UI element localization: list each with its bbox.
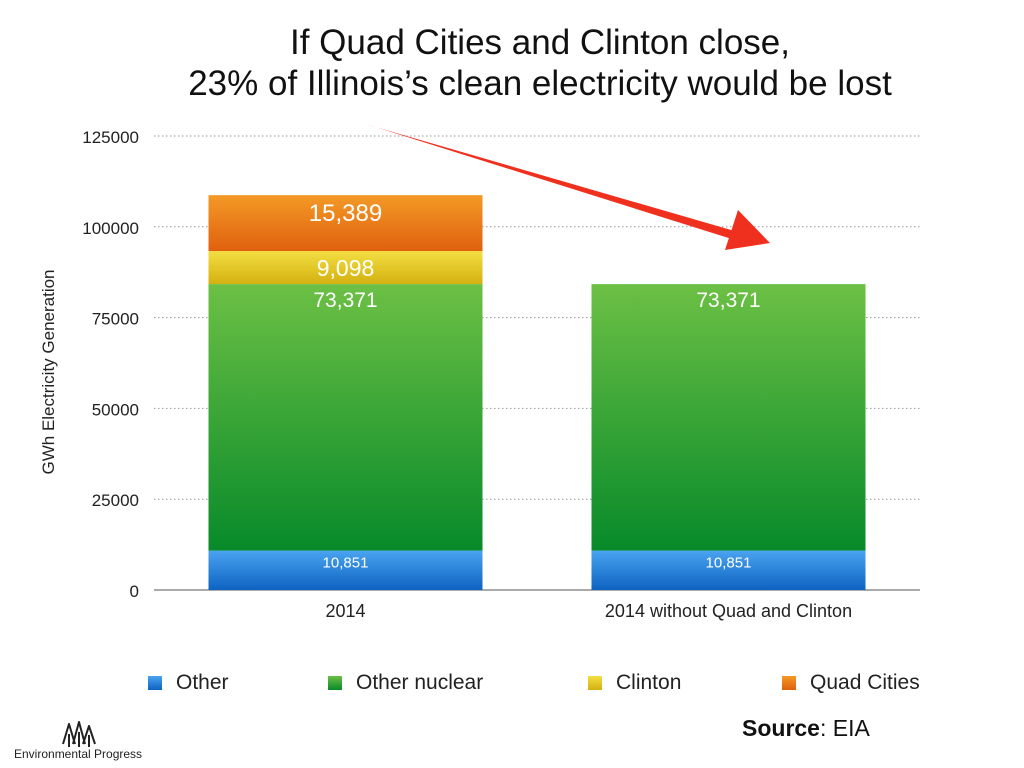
- y-tick-label: 100000: [82, 219, 139, 238]
- legend-item-other-nuclear: Other nuclear: [328, 671, 483, 695]
- x-tick-label: 2014: [325, 601, 365, 621]
- chart-title-line-2: 23% of Illinois’s clean electricity woul…: [188, 64, 892, 103]
- data-label: 9,098: [317, 255, 375, 281]
- tree-logo-icon: [62, 721, 96, 747]
- y-tick-label: 125000: [82, 128, 139, 147]
- bar-segment-other: [591, 550, 866, 590]
- bar-segment-other-nuclear: [208, 284, 483, 551]
- legend-label-other-nuclear: Other nuclear: [356, 671, 484, 694]
- y-axis-label: GWh Electricity Generation: [39, 269, 58, 474]
- y-tick-label: 50000: [92, 400, 139, 419]
- legend-label-quad-cities: Quad Cities: [810, 671, 920, 694]
- logo-text: Environmental Progress: [14, 747, 143, 761]
- legend-label-other: Other: [176, 671, 229, 694]
- legend-item-clinton: Clinton: [588, 671, 681, 695]
- legend-item-other: Other: [148, 671, 229, 695]
- legend-swatch-other: [148, 676, 162, 690]
- data-label: 73,371: [696, 289, 760, 312]
- arrow-head: [725, 210, 770, 250]
- legend-label-clinton: Clinton: [616, 671, 682, 694]
- bar-segment-clinton: [208, 251, 483, 285]
- legend-swatch-clinton: [588, 676, 602, 690]
- y-tick-label: 0: [130, 582, 139, 601]
- legend-item-quad-cities: Quad Cities: [782, 671, 920, 695]
- arrow-shaft: [366, 124, 738, 240]
- bar-segment-other-nuclear: [591, 284, 866, 551]
- bar-segment-other: [208, 550, 483, 590]
- x-tick-label: 2014 without Quad and Clinton: [605, 601, 852, 621]
- legend-swatch-quad-cities: [782, 676, 796, 690]
- data-label: 10,851: [323, 555, 369, 572]
- data-label: 15,389: [309, 200, 382, 227]
- chart-title: If Quad Cities and Clinton close, 23% of…: [0, 22, 1024, 104]
- arrow: [366, 124, 770, 250]
- source-value: : EIA: [819, 715, 870, 741]
- source-label: Source: [742, 715, 820, 741]
- data-label: 10,851: [706, 555, 752, 572]
- logo: Environmental Progress: [14, 720, 154, 765]
- y-tick-label: 25000: [92, 491, 139, 510]
- chart-title-line-1: If Quad Cities and Clinton close,: [290, 23, 790, 62]
- source-note: Source: EIA: [742, 715, 870, 742]
- y-tick-label: 75000: [92, 310, 139, 329]
- legend-swatch-other-nuclear: [328, 676, 342, 690]
- data-label: 73,371: [313, 289, 377, 312]
- legend: Other Other nuclear Clinton Quad Cities: [0, 671, 1024, 697]
- bar-segment-quad-cities: [208, 195, 483, 252]
